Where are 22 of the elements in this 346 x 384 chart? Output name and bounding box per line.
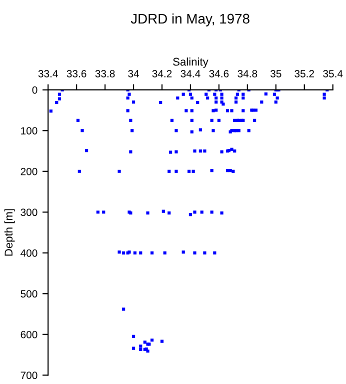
- x-tick-label: 33.6: [66, 70, 86, 78]
- x-tick-label: 34.6: [209, 70, 229, 78]
- x-axis-title: Salinity: [173, 58, 208, 68]
- chart-title: JDRD in May, 1978: [130, 13, 250, 26]
- y-tick-label: 300: [20, 208, 38, 216]
- y-tick-label: 400: [20, 249, 38, 257]
- x-tick-label: 35.2: [294, 70, 314, 78]
- x-tick-label: 35: [270, 70, 282, 78]
- x-tick-label: 34: [128, 70, 140, 78]
- y-axis-title: Depth [m]: [4, 209, 15, 256]
- x-tick-label: 33.8: [95, 70, 115, 78]
- x-tick-label: 35.4: [323, 70, 343, 78]
- x-tick-label: 34.8: [238, 70, 258, 78]
- x-tick-label: 34.2: [152, 70, 172, 78]
- x-tick-label: 34.4: [180, 70, 200, 78]
- y-tick-label: 600: [20, 330, 38, 338]
- y-tick-label: 0: [32, 86, 38, 94]
- y-tick-label: 700: [20, 372, 38, 380]
- y-tick-label: 100: [21, 127, 38, 134]
- x-tick-label: 33.4: [38, 70, 58, 78]
- y-tick-label: 500: [20, 290, 38, 298]
- y-tick-label: 200: [20, 168, 38, 176]
